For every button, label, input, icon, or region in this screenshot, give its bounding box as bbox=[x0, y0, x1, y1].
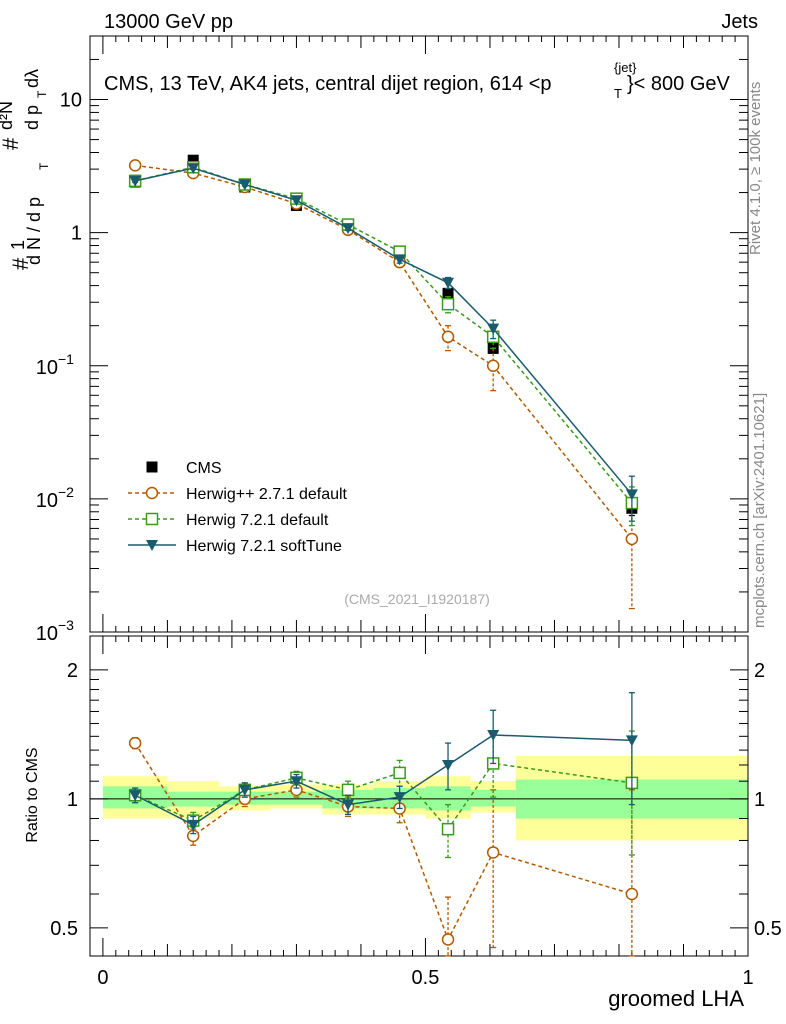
legend-marker-herwig-7-2-1-softtune bbox=[146, 540, 158, 551]
main-ytick-label-2: 10 bbox=[36, 357, 58, 379]
legend-label-cms: CMS bbox=[186, 460, 222, 477]
ratio-ytick-label-left-2: 2 bbox=[67, 660, 78, 682]
ratio-point-herwig-7-2-1-softtune-6 bbox=[442, 759, 455, 771]
main-ytick-label-1: 10 bbox=[36, 490, 58, 512]
main-ylabel: # 1 d N / d p T # d²N d p T dλ bbox=[0, 69, 51, 270]
ratio-frame bbox=[89, 635, 749, 957]
ratio-point-herwig-7-2-1-softtune-2 bbox=[238, 784, 251, 796]
main-ytick-exp-0: −3 bbox=[58, 617, 74, 633]
legend-label-herwig-2-7-1-default: Herwig++ 2.7.1 default bbox=[186, 486, 348, 503]
side-rivet: Rivet 4.1.0, ≥ 100k events bbox=[747, 82, 764, 255]
ratio-ytick-label-right-1: 1 bbox=[754, 789, 765, 811]
main-point-herwig-7-2-1-softtune-3 bbox=[290, 195, 303, 207]
ratio-point-herwig-7-2-1-default-5 bbox=[393, 766, 406, 780]
ratio-point-herwig-2-7-1-default-6 bbox=[441, 933, 455, 946]
plot-title-suffix: }< 800 GeV bbox=[627, 73, 731, 95]
main-point-herwig-7-2-1-softtune-4 bbox=[342, 223, 355, 235]
main-point-herwig-2-7-1-default-8 bbox=[625, 532, 639, 546]
svg-text:#: # bbox=[8, 257, 33, 270]
ratio-point-herwig-2-7-1-default-0 bbox=[128, 736, 142, 750]
ratio-point-herwig-2-7-1-default-7 bbox=[486, 846, 500, 859]
svg-text:d²N: d²N bbox=[0, 101, 16, 130]
main-ytick-exp-1: −2 bbox=[58, 484, 74, 500]
ratio-point-herwig-7-2-1-softtune-7 bbox=[487, 729, 500, 741]
main-point-herwig-7-2-1-softtune-7 bbox=[487, 323, 500, 335]
main-point-herwig-2-7-1-default-7 bbox=[486, 359, 500, 373]
svg-text:T: T bbox=[37, 162, 51, 170]
ratio-point-herwig-7-2-1-softtune-3 bbox=[290, 776, 303, 788]
svg-text:dλ: dλ bbox=[22, 69, 42, 88]
svg-text:d N / d p: d N / d p bbox=[24, 197, 44, 265]
ratio-band-inner-3 bbox=[270, 791, 323, 805]
plot-title-sub: T bbox=[614, 86, 622, 101]
svg-text:T: T bbox=[35, 90, 49, 98]
side-mcplots: mcplots.cern.ch [arXiv:2401.10621] bbox=[751, 393, 768, 628]
ratio-xtick-label-0: 0 bbox=[97, 967, 108, 989]
ratio-point-herwig-7-2-1-softtune-1 bbox=[187, 819, 200, 831]
watermark: (CMS_2021_I1920187) bbox=[344, 591, 490, 607]
main-point-herwig-7-2-1-softtune-0 bbox=[129, 175, 142, 187]
main-point-herwig-2-7-1-default-6 bbox=[441, 330, 455, 344]
legend-marker-herwig-2-7-1-default bbox=[145, 486, 159, 500]
main-point-herwig-7-2-1-softtune-1 bbox=[187, 163, 200, 175]
main-ytick-label-3: 1 bbox=[71, 223, 82, 245]
ratio-ytick-label-right-2: 2 bbox=[754, 660, 765, 682]
main-point-herwig-7-2-1-softtune-6 bbox=[442, 277, 455, 289]
ratio-xtick-label-2: 1 bbox=[742, 967, 753, 989]
main-ytick-exp-2: −1 bbox=[58, 351, 74, 367]
ratio-ytick-label-right-0: 0.5 bbox=[754, 918, 782, 940]
ratio-band-inner-7 bbox=[470, 789, 516, 807]
header-left: 13000 GeV pp bbox=[104, 11, 233, 33]
ratio-point-herwig-7-2-1-softtune-4 bbox=[342, 799, 355, 811]
main-point-herwig-7-2-1-default-6 bbox=[441, 297, 455, 311]
svg-text:d p: d p bbox=[22, 105, 42, 130]
legend-marker-cms bbox=[146, 461, 158, 473]
plot-title: CMS, 13 TeV, AK4 jets, central dijet reg… bbox=[104, 60, 731, 101]
ratio-point-herwig-7-2-1-default-4 bbox=[341, 783, 355, 797]
ratio-ytick-label-left-1: 1 bbox=[67, 789, 78, 811]
ratio-ylabel: Ratio to CMS bbox=[24, 747, 41, 842]
main-point-herwig-7-2-1-softtune-2 bbox=[238, 179, 251, 191]
ratio-point-herwig-7-2-1-softtune-5 bbox=[393, 792, 406, 804]
header-right: Jets bbox=[721, 11, 758, 33]
svg-text:#: # bbox=[0, 137, 23, 150]
main-point-cms-6 bbox=[442, 287, 454, 299]
main-point-herwig-7-2-1-softtune-8 bbox=[625, 489, 638, 501]
main-line-herwig-7-2-1-softtune bbox=[134, 167, 633, 495]
main-point-herwig-2-7-1-default-0 bbox=[128, 159, 142, 172]
plot-title-prefix: CMS, 13 TeV, AK4 jets, central dijet reg… bbox=[104, 73, 552, 95]
main-line-herwig-2-7-1-default bbox=[135, 164, 633, 540]
main-point-cms-1 bbox=[187, 154, 199, 166]
legend: CMS Herwig++ 2.7.1 default Herwig 7.2.1 de… bbox=[128, 460, 348, 555]
legend-marker-herwig-7-2-1-default bbox=[145, 512, 159, 526]
legend-label-herwig-7-2-1-default: Herwig 7.2.1 default bbox=[186, 512, 329, 529]
ratio-ytick-label-left-0: 0.5 bbox=[50, 918, 78, 940]
xlabel: groomed LHA bbox=[608, 986, 744, 1011]
main-ytick-label-0: 10 bbox=[36, 623, 58, 645]
main-frame bbox=[89, 35, 749, 633]
main-line-herwig-7-2-1-default bbox=[134, 166, 633, 504]
ratio-point-herwig-7-2-1-softtune-8 bbox=[625, 735, 638, 747]
ratio-point-herwig-7-2-1-default-6 bbox=[441, 822, 455, 836]
ratio-xtick-label-1: 0.5 bbox=[412, 967, 440, 989]
ratio-point-herwig-2-7-1-default-8 bbox=[625, 887, 639, 901]
plot-title-sup: {jet} bbox=[614, 60, 637, 75]
main-point-herwig-7-2-1-softtune-5 bbox=[393, 254, 406, 266]
legend-label-herwig-7-2-1-softtune: Herwig 7.2.1 softTune bbox=[186, 538, 342, 555]
ratio-panel: 0 0.5 1 0.5 0.5 1 1 2 2 bbox=[50, 635, 782, 989]
ratio-point-herwig-7-2-1-softtune-0 bbox=[129, 790, 142, 802]
main-ytick-label-4: 10 bbox=[60, 90, 82, 112]
svg-text:1: 1 bbox=[8, 240, 28, 250]
